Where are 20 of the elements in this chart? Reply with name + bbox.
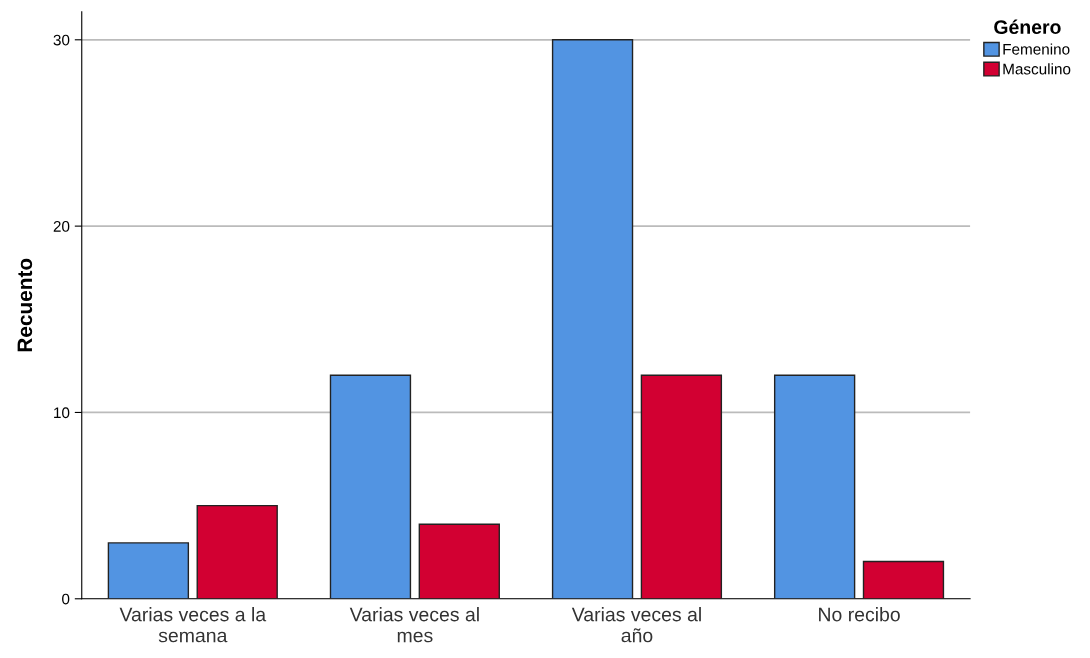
y-axis-title: Recuento xyxy=(17,258,33,352)
bar xyxy=(329,374,412,599)
bar xyxy=(196,504,278,599)
legend-label: Femenino xyxy=(1003,43,1070,55)
x-tick-label: Varias veces al mes xyxy=(349,607,479,643)
bar xyxy=(773,374,856,599)
y-tick-label: 20 xyxy=(53,220,70,232)
y-tick-label: 0 xyxy=(62,593,70,605)
bar xyxy=(418,523,500,599)
legend-title: Género xyxy=(994,19,1061,35)
bar xyxy=(551,39,634,599)
x-tick-label: No recibo xyxy=(819,607,900,622)
bar xyxy=(107,542,190,599)
legend-label: Masculino xyxy=(1003,63,1071,75)
y-tick-label: 30 xyxy=(53,34,70,46)
bar xyxy=(640,374,723,599)
x-tick-label: Varias veces al año xyxy=(571,607,701,643)
y-tick-label: 10 xyxy=(54,407,70,419)
bar xyxy=(862,560,945,599)
x-tick-label: Varias veces a la semana xyxy=(119,607,267,643)
